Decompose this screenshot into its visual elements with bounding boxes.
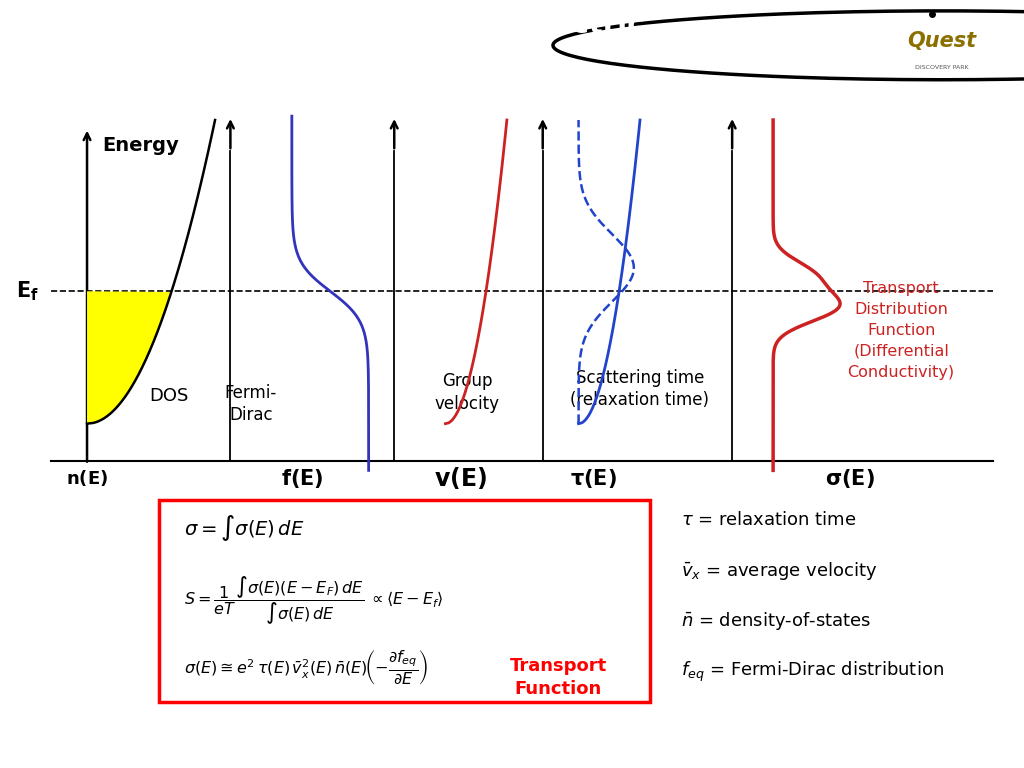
Polygon shape [87, 291, 171, 424]
Text: Group
velocity: Group velocity [434, 372, 500, 412]
Text: DOS: DOS [150, 387, 188, 406]
Text: NANOHUB: NANOHUB [9, 735, 73, 746]
Text: $\mathbf{E_f}$: $\mathbf{E_f}$ [16, 280, 39, 303]
Text: $\bar{n}$ = density-of-states: $\bar{n}$ = density-of-states [681, 610, 871, 632]
Text: Fermi-
Dirac: Fermi- Dirac [224, 384, 278, 424]
Text: $\mathbf{\sigma(E)}$: $\mathbf{\sigma(E)}$ [825, 467, 874, 490]
Text: $f_{eq}$ = Fermi-Dirac distribution: $f_{eq}$ = Fermi-Dirac distribution [681, 660, 944, 684]
Text: $\tau$ = relaxation time: $\tau$ = relaxation time [681, 511, 856, 529]
Text: effects (electrons): effects (electrons) [15, 58, 318, 87]
Text: 2: 2 [981, 731, 993, 750]
Text: $\mathbf{n(E)}$: $\mathbf{n(E)}$ [66, 468, 109, 488]
Text: A. Shakouri nanoHUB-U-Fall 2013: A. Shakouri nanoHUB-U-Fall 2013 [362, 731, 662, 750]
Text: $\mathbf{\tau(E)}$: $\mathbf{\tau(E)}$ [570, 467, 617, 490]
Text: $\mathbf{f(E)}$: $\mathbf{f(E)}$ [281, 467, 324, 490]
Text: Quest: Quest [907, 31, 977, 51]
Text: PURDUE
UNIVERSITY: PURDUE UNIVERSITY [102, 730, 164, 751]
Text: Scattering time
(relaxation time): Scattering time (relaxation time) [570, 369, 710, 409]
Text: DISCOVERY PARK: DISCOVERY PARK [915, 65, 969, 71]
Text: $\mathbf{v(E)}$: $\mathbf{v(E)}$ [434, 465, 487, 492]
Text: Transport
Distribution
Function
(Differential
Conductivity): Transport Distribution Function (Differe… [848, 281, 954, 379]
Text: Transport
Function: Transport Function [510, 657, 606, 698]
Text: $S = \dfrac{1}{eT}\dfrac{\int \sigma(E)(E-E_F)\,dE}{\int \sigma(E)\,dE}$$\;\prop: $S = \dfrac{1}{eT}\dfrac{\int \sigma(E)(… [183, 574, 443, 627]
Text: $\bar{v}_x$ = average velocity: $\bar{v}_x$ = average velocity [681, 560, 878, 582]
Bar [159, 500, 650, 702]
Text: Microscopic picture for thermoelectric: Microscopic picture for thermoelectric [15, 12, 645, 39]
Text: $\sigma(E) \cong e^2\,\tau(E)\,\bar{v}_x^2(E)\,\bar{n}(E)\!\left(-\dfrac{\partia: $\sigma(E) \cong e^2\,\tau(E)\,\bar{v}_x… [183, 648, 428, 687]
Text: Energy: Energy [102, 136, 179, 154]
Text: $\sigma = \int \sigma(E)\,dE$: $\sigma = \int \sigma(E)\,dE$ [183, 514, 304, 544]
